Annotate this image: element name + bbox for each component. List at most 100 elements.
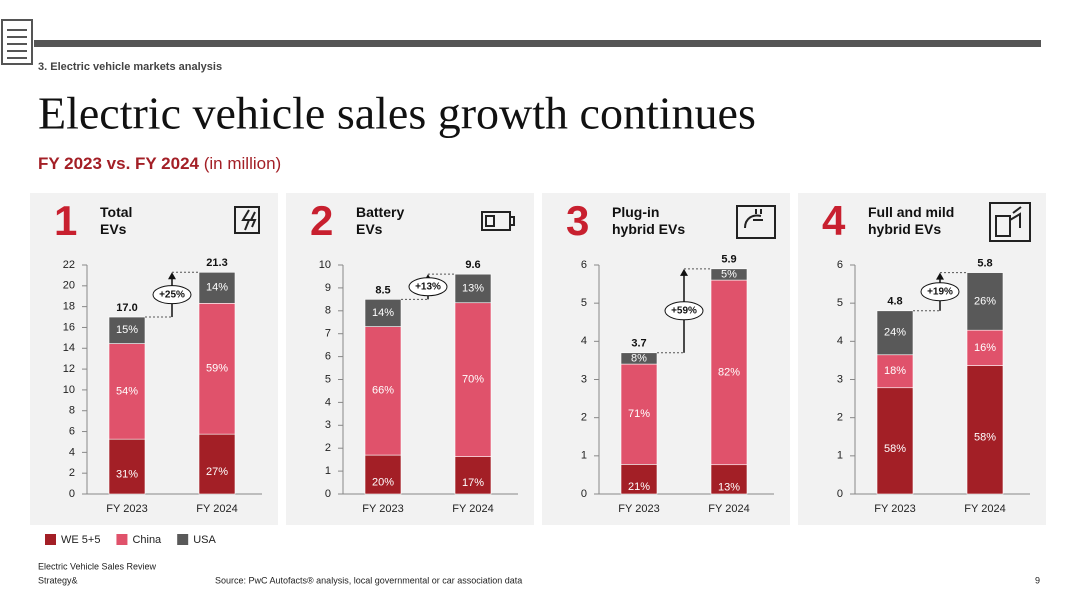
segment-label: 70% <box>462 374 484 386</box>
growth-badge <box>408 277 448 297</box>
x-tick-label: FY 2023 <box>618 503 659 515</box>
bar-segment <box>454 273 492 304</box>
y-tick-label: 6 <box>325 351 331 363</box>
y-tick-label: 14 <box>63 342 75 354</box>
chart-title: Battery EVs <box>356 204 404 237</box>
y-tick-label: 3 <box>837 373 843 385</box>
section-label: 3. Electric vehicle markets analysis <box>38 61 222 73</box>
segment-label: 21% <box>628 481 650 493</box>
y-tick-label: 5 <box>325 373 331 385</box>
y-tick-label: 3 <box>581 373 587 385</box>
x-tick-label: FY 2024 <box>708 503 749 515</box>
y-tick-label: 9 <box>325 282 331 294</box>
total-label: 4.8 <box>887 296 902 308</box>
y-tick-label: 2 <box>581 412 587 424</box>
total-label: 3.7 <box>631 338 646 350</box>
y-tick-label: 6 <box>581 259 587 271</box>
footer-source: Source: PwC Autofacts® analysis, local g… <box>215 575 522 585</box>
growth-connector <box>657 268 711 354</box>
growth-arrowhead <box>168 272 176 280</box>
chart-title: Full and mild hybrid EVs <box>868 204 954 237</box>
y-tick-label: 1 <box>837 450 843 462</box>
header-icon <box>1 19 33 65</box>
chart-icon <box>736 205 776 239</box>
segment-label: 24% <box>884 327 906 339</box>
segment-label: 5% <box>721 268 737 280</box>
y-tick-label: 12 <box>63 363 75 375</box>
y-tick-label: 4 <box>69 446 75 458</box>
segment-label: 16% <box>974 342 996 354</box>
growth-badge <box>664 301 704 321</box>
bar-segment <box>966 365 1004 495</box>
y-tick-label: 2 <box>325 442 331 454</box>
y-tick-label: 5 <box>581 297 587 309</box>
segment-label: 58% <box>884 443 906 455</box>
total-label: 8.5 <box>375 284 390 296</box>
segment-label: 54% <box>116 385 138 397</box>
bar-segment <box>364 326 402 456</box>
growth-label: +13% <box>415 281 441 292</box>
bar-segment <box>966 272 1004 331</box>
subtitle: FY 2023 vs. FY 2024 (in million) <box>38 154 281 173</box>
segment-label: 14% <box>206 282 228 294</box>
chart-number: 1 <box>54 197 77 244</box>
segment-label: 66% <box>372 385 394 397</box>
bar-segment <box>710 279 748 466</box>
bar-segment <box>454 302 492 457</box>
segment-label: 15% <box>116 324 138 336</box>
bar-segment <box>198 433 236 495</box>
chart-number: 4 <box>822 197 846 244</box>
x-tick-label: FY 2024 <box>452 503 493 515</box>
y-tick-label: 5 <box>837 297 843 309</box>
growth-badge <box>920 282 960 302</box>
y-tick-label: 3 <box>325 419 331 431</box>
y-tick-label: 16 <box>63 321 75 333</box>
growth-arrowhead <box>680 268 688 276</box>
growth-label: +19% <box>927 286 953 297</box>
y-tick-label: 6 <box>837 259 843 271</box>
y-tick-label: 4 <box>837 335 843 347</box>
y-tick-label: 0 <box>325 488 331 500</box>
total-label: 5.9 <box>721 254 736 266</box>
bar-segment <box>454 456 492 495</box>
header-bar <box>34 40 1041 47</box>
footer-brand: Strategy& <box>38 575 78 585</box>
bar-segment <box>876 310 914 356</box>
bar-segment <box>876 387 914 495</box>
segment-label: 31% <box>116 468 138 480</box>
subtitle-note: (in million) <box>204 154 281 173</box>
segment-label: 17% <box>462 477 484 489</box>
chart-panel <box>798 193 1046 525</box>
bar-segment <box>198 271 236 304</box>
segment-label: 13% <box>462 282 484 294</box>
y-tick-label: 4 <box>581 335 587 347</box>
y-tick-label: 2 <box>69 467 75 479</box>
total-label: 5.8 <box>977 258 992 270</box>
segment-label: 59% <box>206 363 228 375</box>
chart-icon <box>234 206 260 234</box>
y-tick-label: 1 <box>325 465 331 477</box>
bar-segment <box>620 464 658 495</box>
total-label: 21.3 <box>206 257 227 269</box>
bar-segment <box>108 316 146 344</box>
legend-swatch <box>45 534 56 545</box>
legend-swatch <box>116 534 128 545</box>
y-tick-label: 6 <box>69 425 75 437</box>
segment-label: 82% <box>718 366 740 378</box>
y-tick-label: 22 <box>63 259 75 271</box>
y-tick-label: 7 <box>325 328 331 340</box>
legend-label: USA <box>193 534 216 546</box>
growth-label: +59% <box>671 305 697 316</box>
legend-label: WE 5+5 <box>61 534 100 546</box>
legend-label: China <box>132 534 162 546</box>
segment-label: 8% <box>631 352 647 364</box>
y-tick-label: 4 <box>325 396 331 408</box>
y-tick-label: 8 <box>325 305 331 317</box>
y-tick-label: 1 <box>581 450 587 462</box>
slide-title: Electric vehicle sales growth continues <box>38 88 756 139</box>
subtitle-main: FY 2023 vs. FY 2024 <box>38 154 200 173</box>
chart-number: 2 <box>310 197 333 244</box>
y-tick-label: 0 <box>69 488 75 500</box>
x-tick-label: FY 2024 <box>964 503 1005 515</box>
